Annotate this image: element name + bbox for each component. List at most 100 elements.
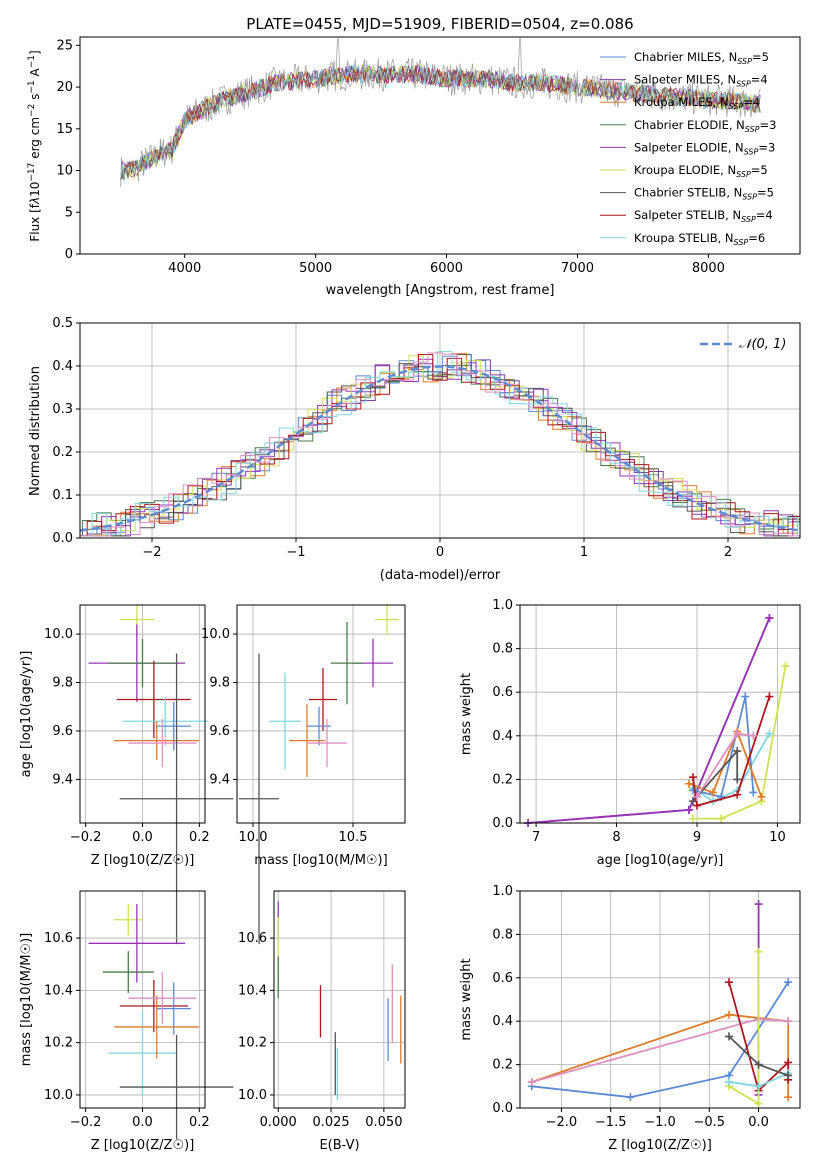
legend-label: Salpeter ELODIE, NSSP=3 <box>634 140 775 156</box>
y-tick-label: 10.0 <box>44 1088 73 1103</box>
weight-point-marker <box>784 1071 793 1080</box>
spectrum-y-ticks: 0 5 10 15 20 25 <box>56 38 80 262</box>
residual-x-tick-label: 2 <box>724 545 732 560</box>
age-vs-metallicity-panel: −0.2 0.0 0.2 9.4 9.6 9.8 10.0 Z [log10(Z/Z☉)] ag… <box>19 604 234 945</box>
weight-point-marker <box>754 947 763 956</box>
x-tick-label: 9 <box>693 830 701 845</box>
y-tick-label: 1.0 <box>492 598 513 613</box>
y-tick-label: 10.6 <box>44 931 73 946</box>
x-tick-label: −0.2 <box>70 830 102 845</box>
residual-y-tick-label: 0.4 <box>52 359 73 374</box>
y-axis-label: mass weight <box>459 673 474 755</box>
y-tick-label: 9.6 <box>209 724 230 739</box>
weight-point-marker <box>725 1077 734 1086</box>
weight-point-marker <box>765 692 774 701</box>
residual-x-ticks: −2 −1 0 1 2 <box>142 538 732 560</box>
weight-point-marker <box>749 731 758 740</box>
y-axis-label: mass weight <box>459 958 474 1040</box>
residual-histogram-line <box>80 355 800 537</box>
weight-point-marker <box>784 1058 793 1067</box>
legend-normal-label: 𝒩(0, 1) <box>739 337 786 352</box>
x-tick-label: 0.2 <box>189 830 210 845</box>
y-tick-label: 9.8 <box>209 676 230 691</box>
x-tick-label: 7 <box>532 830 540 845</box>
spectrum-y-tick-label: 25 <box>56 38 73 53</box>
legend-label: Kroupa ELODIE, NSSP=5 <box>634 163 768 179</box>
y-tick-label: 10.2 <box>238 1036 267 1051</box>
y-tick-label: 0.4 <box>492 1014 513 1029</box>
x-axis-label: mass [log10(M/M☉)] <box>254 853 387 868</box>
mass-vs-metallicity-panel: −0.2 0.0 0.2 10.0 10.2 10.4 10.6 Z [log10(Z/Z☉)… <box>19 890 234 1153</box>
residual-x-tick-label: −1 <box>286 545 305 560</box>
spectrum-x-tick-label: 6000 <box>430 261 463 276</box>
model-spectrum-line <box>120 65 761 180</box>
legend-label: Salpeter MILES, NSSP=4 <box>634 73 768 89</box>
residual-x-tick-label: 0 <box>436 545 444 560</box>
residual-xlabel: (data-model)/error <box>380 568 501 583</box>
plot-frame <box>519 604 801 824</box>
spectrum-x-ticks: 4000 5000 6000 7000 8000 <box>168 254 725 276</box>
y-axis-label: age [log10(age/yr)] <box>19 651 34 778</box>
weight-point-marker <box>765 729 774 738</box>
weight-point-marker <box>784 1017 793 1026</box>
residual-histogram-line <box>80 352 800 537</box>
weight-point-marker <box>725 978 734 987</box>
residual-y-tick-label: 0.5 <box>52 316 73 331</box>
weight-point-marker <box>725 1032 734 1041</box>
weight-series-line <box>692 696 755 798</box>
weight-point-marker <box>754 1099 763 1108</box>
y-tick-label: 0.4 <box>492 729 513 744</box>
weight-point-marker <box>754 1082 763 1091</box>
spectrum-ylabel: Flux [fλ10−17 erg cm−2 s−1 A−1] <box>27 50 42 241</box>
y-tick-label: 0.6 <box>492 971 513 986</box>
x-axis-label: E(B-V) <box>319 1138 359 1153</box>
spectrum-x-tick-label: 4000 <box>168 261 201 276</box>
legend-label: Chabrier STELIB, NSSP=5 <box>634 186 774 202</box>
x-axis-label: age [log10(age/yr)] <box>597 853 724 868</box>
residual-y-tick-label: 0.1 <box>52 488 73 503</box>
y-tick-label: 0.2 <box>492 1058 513 1073</box>
y-tick-label: 0.2 <box>492 772 513 787</box>
spectrum-y-tick-label: 0 <box>65 247 73 262</box>
plot-frame <box>273 890 406 1109</box>
spectrum-lines <box>120 38 761 188</box>
y-tick-label: 9.4 <box>52 772 73 787</box>
spectrum-panel: PLATE=0455, MJD=51909, FIBERID=0504, z=0… <box>27 15 801 298</box>
legend-label: Chabrier MILES, NSSP=5 <box>634 50 769 66</box>
weight-point-marker <box>754 1060 763 1069</box>
weight-point-marker <box>741 692 750 701</box>
x-axis-label: Z [log10(Z/Z☉)] <box>91 853 195 868</box>
x-tick-label: 0.050 <box>365 1115 402 1130</box>
x-tick-label: 0.0 <box>132 1115 153 1130</box>
weight-point-marker <box>684 805 693 814</box>
y-tick-label: 10.4 <box>44 983 73 998</box>
weight-point-marker <box>733 790 742 799</box>
y-tick-label: 10.0 <box>44 627 73 642</box>
spectrum-x-tick-label: 5000 <box>299 261 332 276</box>
weight-series-line <box>692 733 771 803</box>
weight-point-marker <box>626 1093 635 1102</box>
y-tick-label: 10.0 <box>238 1088 267 1103</box>
weight-point-marker <box>709 788 718 797</box>
x-tick-label: 0.000 <box>260 1115 297 1130</box>
weight-point-marker <box>684 779 693 788</box>
weight-point-marker <box>733 729 742 738</box>
weight-series-line <box>693 665 787 820</box>
residual-histogram-line <box>80 354 800 537</box>
weight-point-marker <box>784 978 793 987</box>
x-tick-label: 10 <box>769 830 786 845</box>
spectrum-xlabel: wavelength [Angstrom, rest frame] <box>326 283 555 298</box>
model-spectrum-line <box>120 64 761 180</box>
x-tick-label: 0.2 <box>189 1115 210 1130</box>
x-tick-label: −0.5 <box>694 1115 726 1130</box>
plot-frame <box>236 604 406 824</box>
x-axis-label: Z [log10(Z/Z☉)] <box>91 1138 195 1153</box>
spectrum-title: PLATE=0455, MJD=51909, FIBERID=0504, z=0… <box>246 15 633 33</box>
residual-y-tick-label: 0.2 <box>52 445 73 460</box>
mass-vs-ebv-panel: 0.000 0.025 0.050 10.0 10.2 10.4 10.6 E(B-V) <box>238 890 406 1153</box>
y-tick-label: 9.8 <box>52 676 73 691</box>
y-tick-label: 10.4 <box>238 983 267 998</box>
y-tick-label: 0.0 <box>492 816 513 831</box>
weight-point-marker <box>784 1093 793 1102</box>
